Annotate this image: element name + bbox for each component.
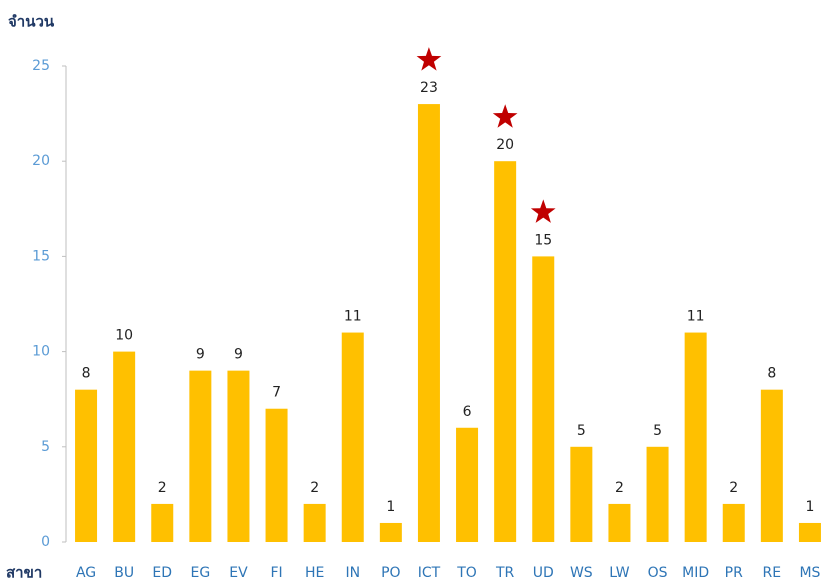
bar bbox=[798, 522, 821, 542]
value-label: 9 bbox=[234, 347, 243, 363]
bar bbox=[113, 351, 136, 542]
highlight-star bbox=[492, 104, 518, 128]
value-label: 8 bbox=[82, 366, 91, 382]
value-label: 2 bbox=[615, 480, 624, 496]
value-label: 1 bbox=[386, 499, 395, 515]
y-axis-title: จำนวน bbox=[8, 13, 55, 31]
bar bbox=[760, 389, 783, 542]
highlight-star bbox=[416, 47, 442, 71]
y-tick-label: 20 bbox=[32, 153, 50, 169]
x-tick-label: LW bbox=[609, 565, 630, 580]
bar bbox=[684, 332, 707, 542]
value-label: 2 bbox=[158, 480, 167, 496]
bar bbox=[646, 446, 669, 542]
bar bbox=[417, 104, 440, 542]
x-tick-label: ED bbox=[152, 565, 172, 580]
bar bbox=[151, 503, 174, 542]
x-tick-label: BU bbox=[114, 565, 134, 580]
bar bbox=[189, 370, 212, 542]
y-tick-label: 15 bbox=[32, 248, 50, 264]
x-tick-label: PO bbox=[381, 565, 400, 580]
x-tick-label: FI bbox=[270, 565, 282, 580]
y-tick-label: 25 bbox=[32, 58, 50, 74]
x-tick-label: TR bbox=[495, 565, 515, 580]
bar bbox=[722, 503, 745, 542]
value-label: 9 bbox=[196, 347, 205, 363]
x-tick-label: PR bbox=[725, 565, 743, 580]
x-tick-label: RE bbox=[763, 565, 782, 580]
x-tick-label: MS bbox=[799, 565, 820, 580]
value-label: 15 bbox=[534, 232, 552, 248]
bar bbox=[227, 370, 250, 542]
x-tick-label: EV bbox=[229, 565, 248, 580]
value-label: 20 bbox=[496, 137, 514, 153]
bar bbox=[456, 427, 479, 542]
bar bbox=[494, 161, 517, 542]
value-label: 1 bbox=[805, 499, 814, 515]
bar bbox=[303, 503, 326, 542]
y-tick-label: 10 bbox=[32, 344, 50, 360]
highlight-star bbox=[530, 199, 556, 223]
x-tick-label: UD bbox=[533, 565, 554, 580]
x-tick-label: WS bbox=[570, 565, 593, 580]
value-label: 11 bbox=[344, 309, 362, 325]
x-tick-label: MID bbox=[682, 565, 709, 580]
bar bbox=[379, 522, 402, 542]
value-label: 5 bbox=[653, 423, 662, 439]
x-tick-label: EG bbox=[190, 565, 210, 580]
value-label: 6 bbox=[463, 404, 472, 420]
value-label: 2 bbox=[310, 480, 319, 496]
bar bbox=[75, 389, 98, 542]
bar bbox=[265, 408, 288, 542]
x-tick-label: ICT bbox=[418, 565, 441, 580]
y-tick-label: 0 bbox=[41, 534, 50, 550]
x-tick-label: AG bbox=[76, 565, 96, 580]
bar bbox=[608, 503, 631, 542]
x-tick-label: IN bbox=[345, 565, 360, 580]
value-label: 5 bbox=[577, 423, 586, 439]
bar bbox=[532, 256, 555, 542]
x-axis-title: สาขา bbox=[6, 564, 42, 580]
value-label: 7 bbox=[272, 385, 281, 401]
x-tick-label: OS bbox=[648, 565, 668, 580]
value-label: 10 bbox=[115, 328, 133, 344]
bar bbox=[341, 332, 364, 542]
value-label: 2 bbox=[729, 480, 738, 496]
x-tick-label: TO bbox=[456, 565, 477, 580]
value-label: 11 bbox=[687, 309, 705, 325]
x-tick-label: HE bbox=[305, 565, 324, 580]
value-label: 8 bbox=[767, 366, 776, 382]
value-label: 23 bbox=[420, 80, 438, 96]
bar bbox=[570, 446, 593, 542]
y-tick-label: 5 bbox=[41, 439, 50, 455]
